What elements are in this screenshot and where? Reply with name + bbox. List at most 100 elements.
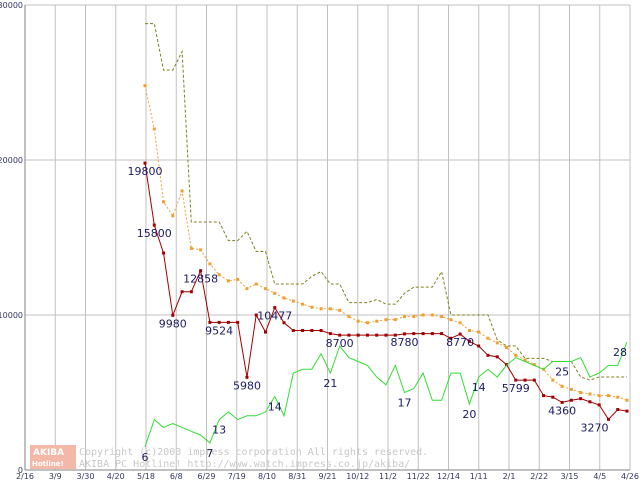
average-point (569, 387, 573, 391)
data-label: 20 (462, 408, 476, 421)
average-point (625, 398, 629, 402)
price-point (505, 363, 508, 367)
average-point (162, 200, 166, 204)
price-point (338, 333, 342, 337)
average-point (301, 302, 305, 306)
price-point (542, 394, 546, 398)
price-point (412, 332, 416, 336)
data-label: 15800 (137, 227, 172, 240)
average-point (403, 315, 407, 319)
max-series (145, 23, 627, 381)
data-label: 5980 (233, 379, 261, 392)
y-tick-labels: 30000 20000 10000 0 (0, 1, 23, 475)
data-label: 14 (472, 381, 486, 394)
x-tick-label: 1/11 (470, 472, 488, 480)
x-tick-label: 3/9 (49, 472, 62, 480)
average-point (393, 318, 397, 322)
x-tick-label: 10/12 (346, 472, 369, 480)
data-label: 12858 (183, 273, 218, 286)
price-point (440, 332, 444, 336)
average-point (217, 273, 221, 277)
price-point (217, 320, 221, 324)
x-tick-label: 2/16 (16, 472, 34, 480)
average-point (579, 391, 583, 394)
price-point (514, 378, 518, 382)
price-point (291, 329, 295, 332)
price-point (375, 333, 379, 337)
price-point (477, 344, 481, 348)
average-point (282, 296, 286, 300)
price-point (245, 375, 249, 379)
price-point (532, 378, 536, 382)
average-point (375, 319, 379, 323)
data-label: 14 (268, 400, 282, 413)
average-point (551, 378, 555, 382)
watermark: AKIBA Hotline! Copyright (c)2003 impress… (30, 445, 428, 470)
average-point (365, 321, 369, 325)
x-tick-label: 12/14 (437, 472, 460, 480)
average-point (467, 329, 471, 332)
shops-series (144, 341, 628, 447)
average-point (254, 282, 258, 286)
average-point (606, 394, 610, 398)
average-point (616, 395, 620, 399)
data-label: 17 (398, 397, 412, 410)
grid-lines (24, 4, 631, 471)
price-point (569, 398, 573, 402)
average-point (189, 246, 193, 250)
data-label: 8770 (446, 336, 474, 349)
price-point (328, 332, 332, 336)
data-label: 25 (555, 366, 569, 379)
data-label: 21 (323, 377, 337, 390)
average-point (597, 394, 601, 398)
average-point (264, 287, 267, 291)
x-tick-label: 8/10 (258, 472, 276, 480)
average-point (532, 363, 536, 367)
average-point (449, 318, 453, 322)
average-point (152, 127, 156, 131)
data-label: 5799 (502, 382, 530, 395)
average-point (199, 248, 203, 252)
price-point (449, 336, 453, 340)
price-point (356, 333, 360, 337)
average-point (356, 319, 360, 323)
average-point (384, 318, 388, 322)
average-point (486, 336, 490, 340)
price-point (319, 329, 323, 332)
price-point (152, 223, 156, 227)
average-point (171, 214, 175, 218)
price-point (486, 353, 490, 357)
data-label: 4360 (548, 404, 576, 417)
average-point (495, 341, 499, 345)
average-point (226, 279, 230, 283)
average-point (180, 189, 184, 193)
price-point (467, 339, 471, 343)
x-tick-label: 4/20 (107, 472, 125, 480)
price-point (384, 333, 388, 337)
y-tick-label: 20000 (0, 156, 23, 165)
watermark-logo-bottom: Hotline! (32, 460, 64, 468)
price-point (226, 320, 230, 324)
price-series (143, 161, 629, 421)
data-label: 8700 (326, 337, 354, 350)
x-tick-label: 3/30 (77, 472, 95, 480)
x-tick-label: 2/1 (503, 472, 516, 480)
data-label: 10477 (257, 310, 292, 323)
watermark-logo-top: AKIBA (33, 448, 64, 458)
average-point (338, 308, 342, 312)
price-point (171, 313, 175, 317)
price-point (588, 400, 592, 404)
average-point (523, 358, 527, 362)
watermark-copyright: Copyright (c)2003 impress corporation Al… (79, 447, 428, 458)
data-label: 6 (142, 451, 149, 464)
x-tick-label: 8/31 (288, 472, 306, 480)
price-point (301, 329, 305, 332)
price-point (282, 321, 286, 325)
price-point (162, 251, 166, 255)
price-point (143, 161, 147, 165)
average-point (236, 277, 240, 281)
price-point (199, 269, 203, 273)
watermark-logo-badge (30, 445, 76, 469)
